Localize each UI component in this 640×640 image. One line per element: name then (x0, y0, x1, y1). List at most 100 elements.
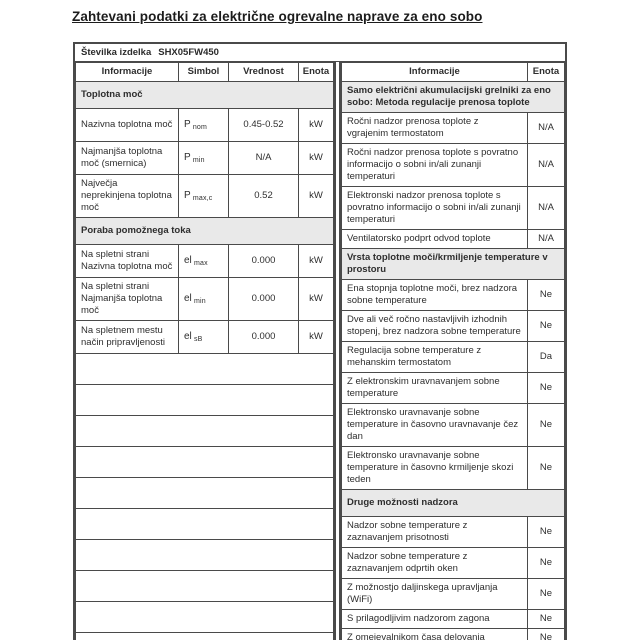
section-header: Poraba pomožnega toka (75, 217, 334, 245)
empty-cell (75, 477, 334, 509)
info-cell: Ročni nadzor prenosa toplote z vgrajenim… (341, 112, 528, 144)
symbol-cell: P max,c (178, 174, 229, 218)
unit-cell: kW (298, 320, 334, 354)
unit-cell: kW (298, 174, 334, 218)
symbol-cell: el sB (178, 320, 229, 354)
empty-row (75, 384, 334, 416)
table-row: Nazivna toplotna moč P nom 0.45-0.52 kW (75, 108, 334, 142)
enota-value-cell: Ne (527, 578, 565, 610)
unit-cell: kW (298, 108, 334, 142)
symbol-subscript: min (190, 156, 205, 164)
table-row: Elektronsko uravnavanje sobne temperatur… (341, 446, 565, 490)
symbol-cell: P min (178, 141, 229, 175)
empty-cell (75, 415, 334, 447)
table-row: Ventilatorsko podprt odvod toplote N/A (341, 229, 565, 249)
symbol-subscript: min (191, 297, 206, 305)
info-cell: Na spletnem mestu način pripravljenosti (75, 320, 179, 354)
enota-value-cell: Ne (527, 547, 565, 579)
section-header: Vrsta toplotne moči/krmiljenje temperatu… (341, 248, 565, 280)
info-cell: Ventilatorsko podprt odvod toplote (341, 229, 528, 249)
section-header: Druge možnosti nadzora (341, 489, 565, 517)
left_table-column-header: Vrednost (228, 62, 299, 82)
table-row: S prilagodljivim nadzorom zagona Ne (341, 609, 565, 629)
unit-cell: kW (298, 141, 334, 175)
symbol-subscript: max (191, 259, 208, 267)
value-cell: 0.000 (228, 244, 299, 278)
symbol-subscript: max,c (190, 194, 213, 202)
info-cell: Regulacija sobne temperature z mehanskim… (341, 341, 528, 373)
enota-value-cell: N/A (527, 229, 565, 249)
product-number-row: Številka izdelka SHX05FW450 (75, 44, 565, 62)
section-row: Samo električni akumulacijski grelniki z… (341, 81, 565, 113)
symbol-base: P (184, 151, 191, 163)
empty-cell (75, 539, 334, 571)
table-row: Nadzor sobne temperature z zaznavanjem p… (341, 516, 565, 548)
enota-value-cell: N/A (527, 186, 565, 230)
info-cell: Z možnostjo daljinskega upravljanja (WiF… (341, 578, 528, 610)
info-cell: Nazivna toplotna moč (75, 108, 179, 142)
symbol-cell: P nom (178, 108, 229, 142)
info-cell: Nadzor sobne temperature z zaznavanjem o… (341, 547, 528, 579)
info-cell: Ročni nadzor prenosa toplote s povratno … (341, 143, 528, 187)
empty-cell (75, 353, 334, 385)
value-cell: 0.000 (228, 277, 299, 321)
table-row: Elektronski nadzor prenosa toplote s pov… (341, 186, 565, 230)
symbol-base: P (184, 118, 191, 130)
empty-row (75, 539, 334, 571)
info-cell: Z elektronskim uravnavanjem sobne temper… (341, 372, 528, 404)
spec-tables: Informacije Simbol Vrednost Enota Toplotna m… (75, 62, 565, 640)
value-cell: 0.000 (228, 320, 299, 354)
product-number-label: Številka izdelka (81, 47, 152, 58)
value-cell: N/A (228, 141, 299, 175)
section-row: Poraba pomožnega toka (75, 217, 334, 245)
table-row: Največja neprekinjena toplotna moč P max,… (75, 174, 334, 218)
empty-row (75, 570, 334, 602)
symbol-base: el (184, 292, 192, 304)
empty-row (75, 477, 334, 509)
info-cell: Z omejevalnikom časa delovanja (341, 628, 528, 640)
section-row: Vrsta toplotne moči/krmiljenje temperatu… (341, 248, 565, 280)
section-row: Toplotna moč (75, 81, 334, 109)
table-row: Elektronsko uravnavanje sobne temperatur… (341, 403, 565, 447)
table-row: Najmanjša toplotna moč (smernica) P min N/… (75, 141, 334, 175)
spec-table-left-wrap: Informacije Simbol Vrednost Enota Toplotna m… (75, 62, 336, 640)
right_table-header-row: Informacije Enota (341, 62, 565, 82)
symbol-subscript: nom (190, 123, 208, 131)
left_table-column-header: Enota (298, 62, 334, 82)
empty-cell (75, 601, 334, 633)
symbol-subscript: sB (191, 335, 203, 343)
enota-value-cell: Da (527, 341, 565, 373)
empty-row (75, 415, 334, 447)
info-cell: S prilagodljivim nadzorom zagona (341, 609, 528, 629)
empty-cell (75, 570, 334, 602)
info-cell: Največja neprekinjena toplotna moč (75, 174, 179, 218)
info-cell: Elektronsko uravnavanje sobne temperatur… (341, 446, 528, 490)
spec-table-right: Informacije Enota Samo električni akumulac… (341, 62, 565, 640)
table-row: Ročni nadzor prenosa toplote s povratno … (341, 143, 565, 187)
info-cell: Na spletni strani Nazivna toplotna moč (75, 244, 179, 278)
right_table-column-header: Enota (527, 62, 565, 82)
value-cell: 0.45-0.52 (228, 108, 299, 142)
table-row: Na spletnem mestu način pripravljenosti e… (75, 320, 334, 354)
info-cell: Na spletni strani Najmanjša toplotna moč (75, 277, 179, 321)
enota-value-cell: Ne (527, 403, 565, 447)
table-row: Ena stopnja toplotne moči, brez nadzora … (341, 279, 565, 311)
left_table-header-row: Informacije Simbol Vrednost Enota (75, 62, 334, 82)
table-row: Na spletni strani Najmanjša toplotna moč… (75, 277, 334, 321)
info-cell: Elektronski nadzor prenosa toplote s pov… (341, 186, 528, 230)
empty-row (75, 446, 334, 478)
table-row: Dve ali več ročno nastavljivih izhodnih … (341, 310, 565, 342)
value-cell: 0.52 (228, 174, 299, 218)
section-header: Toplotna moč (75, 81, 334, 109)
enota-value-cell: Ne (527, 279, 565, 311)
info-cell: Najmanjša toplotna moč (smernica) (75, 141, 179, 175)
spec-table-left: Informacije Simbol Vrednost Enota Toplotna m… (75, 62, 334, 640)
info-cell: Nadzor sobne temperature z zaznavanjem p… (341, 516, 528, 548)
page-title: Zahtevani podatki za električne ogrevaln… (72, 9, 483, 24)
spec-document: Številka izdelka SHX05FW450 Informacije S… (73, 42, 567, 640)
enota-value-cell: Ne (527, 516, 565, 548)
symbol-cell: el max (178, 244, 229, 278)
unit-cell: kW (298, 244, 334, 278)
table-divider-gap (336, 62, 339, 640)
